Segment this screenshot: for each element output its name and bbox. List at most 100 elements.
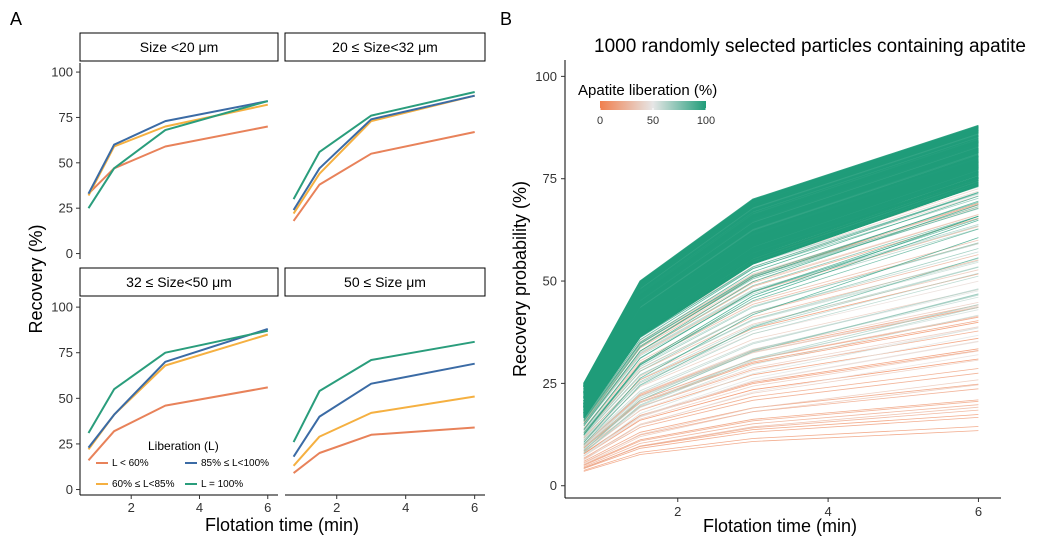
y-tick-label: 0 xyxy=(66,482,73,497)
particle-line xyxy=(583,266,979,441)
particle-line xyxy=(583,414,979,469)
facet-1: Size <20 μm 0 25 50 75 100 xyxy=(51,32,279,261)
legend-label: L < 60% xyxy=(112,458,149,469)
particle-line xyxy=(583,216,979,431)
x-tick-label: 2 xyxy=(333,500,340,515)
particle-line xyxy=(583,195,979,421)
x-tick-label: 6 xyxy=(471,500,478,515)
liberation-100-band xyxy=(583,125,979,418)
particle-line xyxy=(583,251,979,433)
particle-line xyxy=(583,400,979,466)
colorbar-title: Apatite liberation (%) xyxy=(578,82,717,99)
particle-line xyxy=(583,201,979,422)
series-line-l-100 xyxy=(87,329,269,434)
series-line-l-60 xyxy=(292,131,475,222)
facet-strip-label: 32 ≤ Size<50 μm xyxy=(126,274,232,290)
particle-line xyxy=(583,296,979,448)
series-line-l-60 xyxy=(292,426,475,474)
y-tick-label: 100 xyxy=(51,65,73,80)
facet-strip-box xyxy=(284,267,486,297)
particle-line xyxy=(583,430,979,472)
series-line-85-l-100 xyxy=(87,328,269,449)
particle-line xyxy=(583,306,979,454)
colorbar-bar xyxy=(600,101,706,110)
y-tick-label: 75 xyxy=(543,171,557,186)
legend-label: 85% ≤ L<100% xyxy=(201,458,269,469)
panel-a-letter: A xyxy=(10,9,22,29)
particle-line xyxy=(583,350,979,457)
panel-b-y-axis-title: Recovery probability (%) xyxy=(510,181,530,377)
particle-line xyxy=(583,384,979,466)
y-tick-label: 0 xyxy=(550,478,557,493)
particle-line xyxy=(583,242,979,430)
particle-line xyxy=(583,219,979,436)
series-line-l-60 xyxy=(87,386,268,461)
particle-line xyxy=(583,215,979,425)
particle-line xyxy=(583,215,979,435)
particle-line xyxy=(583,275,979,443)
series-line-85-l-100 xyxy=(292,362,475,458)
particle-line xyxy=(583,304,979,454)
x-tick-label: 4 xyxy=(402,500,409,515)
particle-line xyxy=(583,379,979,465)
facet-strip-label: 50 ≤ Size μm xyxy=(344,274,426,290)
particle-line xyxy=(583,258,979,437)
particle-line xyxy=(583,327,979,457)
particle-line xyxy=(583,288,979,446)
y-tick-label: 75 xyxy=(59,345,73,360)
colorbar-label: 100 xyxy=(697,115,715,127)
series-line-l-100 xyxy=(292,91,475,200)
y-tick-label: 100 xyxy=(51,300,73,315)
x-tick-label: 4 xyxy=(824,504,831,519)
particle-line xyxy=(583,354,979,461)
series-line-l-100 xyxy=(87,100,269,209)
x-tick-label: 2 xyxy=(128,500,135,515)
particle-line xyxy=(583,417,979,469)
facet-3: 32 ≤ Size<50 μm 0 25 50 75 100 2 4 6 xyxy=(51,267,279,515)
particle-line xyxy=(583,372,979,460)
colorbar-label: 50 xyxy=(647,115,659,127)
y-tick-label: 50 xyxy=(59,391,73,406)
legend-title: Liberation (L) xyxy=(148,439,219,453)
particle-line xyxy=(583,314,979,454)
particle-line xyxy=(583,237,979,443)
series-line-85-l-100 xyxy=(87,100,268,195)
y-tick-label: 50 xyxy=(59,155,73,170)
facet-strip-box xyxy=(284,32,486,62)
particle-line xyxy=(583,327,979,454)
legend-label: L = 100% xyxy=(201,479,243,490)
series-line-60-l-85 xyxy=(292,395,475,467)
panel-a-y-axis-title: Recovery (%) xyxy=(26,224,46,333)
y-tick-label: 50 xyxy=(543,274,557,289)
panel-b-recovery-probability-chart: 1000 randomly selected particles contain… xyxy=(510,36,1026,536)
series-line-l-60 xyxy=(87,125,268,195)
particle-line xyxy=(583,248,979,436)
x-tick-label: 6 xyxy=(264,500,271,515)
panel-a-facet-chart: Size <20 μm 0 25 50 75 100 20 ≤ Size<32 μm 32 ≤… xyxy=(26,32,486,535)
particle-line xyxy=(583,200,979,424)
particle-line xyxy=(583,426,979,471)
panel-b-title: 1000 randomly selected particles contain… xyxy=(594,36,1026,57)
particle-line xyxy=(583,204,979,427)
colorbar-legend: Apatite liberation (%) 0 50 100 xyxy=(578,82,717,127)
particle-line xyxy=(583,383,979,462)
facet-strip-box xyxy=(79,267,279,297)
series-line-85-l-100 xyxy=(292,94,475,211)
x-tick-label: 4 xyxy=(196,500,203,515)
panel-b-letter: B xyxy=(500,9,512,29)
facet-strip-label: Size <20 μm xyxy=(140,39,219,55)
particle-line xyxy=(583,293,979,451)
panel-a-legend: Liberation (L) L < 60% 85% ≤ L<100% 60% ≤ L… xyxy=(96,439,269,490)
particle-line xyxy=(583,334,979,457)
facet-strip-box xyxy=(79,32,279,62)
particle-line xyxy=(583,406,979,469)
series-line-l-100 xyxy=(292,340,475,443)
y-tick-label: 25 xyxy=(59,436,73,451)
x-tick-label: 6 xyxy=(975,504,982,519)
colorbar-label: 0 xyxy=(597,115,603,127)
legend-label: 60% ≤ L<85% xyxy=(112,479,175,490)
particle-line xyxy=(583,257,979,445)
panel-b-x-axis-title: Flotation time (min) xyxy=(703,516,857,536)
particle-line xyxy=(583,266,979,439)
